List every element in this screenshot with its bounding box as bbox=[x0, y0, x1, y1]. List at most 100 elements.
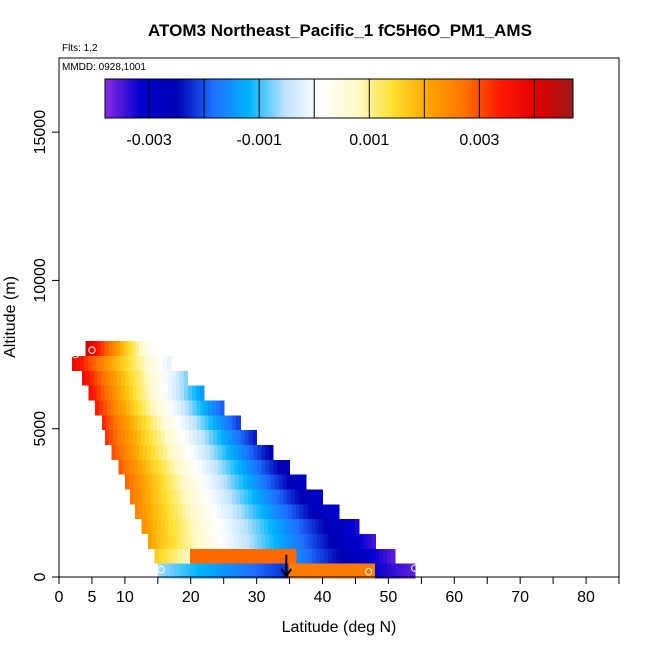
data-cell bbox=[184, 400, 190, 416]
y-tick-label: 15000 bbox=[32, 110, 49, 155]
data-cell bbox=[127, 341, 133, 357]
data-cell bbox=[225, 563, 230, 579]
data-cell bbox=[260, 504, 265, 520]
data-cell bbox=[145, 400, 151, 416]
data-cell bbox=[153, 519, 158, 534]
data-cell bbox=[132, 370, 138, 386]
data-cell bbox=[290, 474, 295, 490]
data-cell bbox=[91, 356, 97, 371]
data-cell bbox=[134, 504, 140, 520]
colorbar-label: -0.003 bbox=[126, 132, 171, 149]
data-cell bbox=[148, 370, 153, 386]
data-cell bbox=[229, 445, 235, 460]
data-cell bbox=[343, 533, 349, 549]
data-cell bbox=[204, 400, 209, 416]
data-cell bbox=[346, 519, 352, 534]
data-cell bbox=[196, 415, 202, 431]
data-cell bbox=[158, 548, 164, 564]
data-cell bbox=[141, 400, 147, 416]
data-cell bbox=[177, 563, 183, 579]
data-cell bbox=[267, 519, 273, 534]
data-cell bbox=[306, 489, 312, 505]
data-cell bbox=[383, 548, 388, 564]
data-cell bbox=[200, 519, 206, 534]
data-cell bbox=[339, 548, 345, 564]
data-cell bbox=[263, 519, 269, 534]
data-cell bbox=[281, 459, 287, 475]
data-cell bbox=[139, 356, 144, 371]
data-cell bbox=[258, 474, 264, 490]
data-cell bbox=[218, 533, 223, 549]
data-cell bbox=[261, 445, 266, 460]
data-cell bbox=[215, 474, 221, 490]
data-cell bbox=[212, 430, 218, 446]
data-cell bbox=[323, 504, 328, 520]
data-cell bbox=[295, 504, 301, 520]
data-cell bbox=[121, 430, 126, 446]
data-cell bbox=[252, 430, 258, 446]
data-cell bbox=[271, 489, 277, 505]
data-cell bbox=[272, 504, 277, 520]
colorbar-label: -0.001 bbox=[236, 132, 281, 149]
data-cell bbox=[228, 563, 234, 579]
x-tick-label: 50 bbox=[380, 589, 398, 606]
data-cell bbox=[85, 341, 90, 357]
data-cell bbox=[335, 519, 340, 534]
data-cell bbox=[152, 430, 158, 446]
data-cell bbox=[236, 415, 241, 431]
data-cell bbox=[151, 445, 156, 460]
data-cell bbox=[196, 519, 202, 534]
data-cell bbox=[154, 548, 160, 564]
data-cell bbox=[226, 533, 231, 549]
data-cell bbox=[141, 489, 147, 505]
data-cell bbox=[213, 563, 218, 579]
data-cell bbox=[189, 489, 194, 505]
data-cell bbox=[109, 370, 114, 386]
data-cell bbox=[324, 548, 329, 564]
data-cell bbox=[169, 400, 174, 416]
data-cell bbox=[128, 385, 133, 401]
data-cell bbox=[101, 370, 107, 386]
data-cell bbox=[234, 533, 239, 549]
data-cell bbox=[241, 459, 247, 475]
data-cell bbox=[220, 430, 226, 446]
data-cell bbox=[217, 563, 222, 579]
data-cell bbox=[202, 533, 208, 549]
data-cell bbox=[144, 474, 150, 490]
data-cell bbox=[201, 504, 207, 520]
data-cell bbox=[176, 430, 182, 446]
data-cell bbox=[190, 445, 195, 460]
data-cell bbox=[152, 474, 157, 490]
data-cell bbox=[257, 445, 262, 460]
data-cell bbox=[141, 415, 146, 431]
data-cell bbox=[189, 459, 195, 475]
data-cell bbox=[147, 533, 153, 549]
data-cell bbox=[240, 563, 246, 579]
x-tick-label: 80 bbox=[577, 589, 595, 606]
data-cell bbox=[327, 563, 333, 579]
data-cell bbox=[231, 474, 236, 490]
data-cell bbox=[163, 356, 168, 371]
data-cell bbox=[295, 519, 301, 534]
data-cell bbox=[183, 370, 189, 386]
data-cell bbox=[157, 400, 163, 416]
data-cell bbox=[232, 504, 238, 520]
data-cell bbox=[315, 504, 320, 520]
data-cell bbox=[296, 548, 301, 564]
data-cell bbox=[228, 489, 233, 505]
data-cell bbox=[147, 356, 152, 371]
data-cell bbox=[165, 400, 170, 416]
data-cell bbox=[115, 356, 121, 371]
data-cell bbox=[99, 356, 105, 371]
data-cell bbox=[327, 519, 332, 534]
data-cell bbox=[105, 415, 111, 431]
data-cell bbox=[241, 445, 247, 460]
data-cell bbox=[327, 504, 332, 520]
data-cell bbox=[200, 415, 206, 431]
data-cell bbox=[275, 489, 280, 505]
data-cell bbox=[139, 445, 144, 460]
data-cell bbox=[281, 533, 286, 549]
data-cell bbox=[170, 459, 175, 475]
data-cell bbox=[261, 533, 267, 549]
